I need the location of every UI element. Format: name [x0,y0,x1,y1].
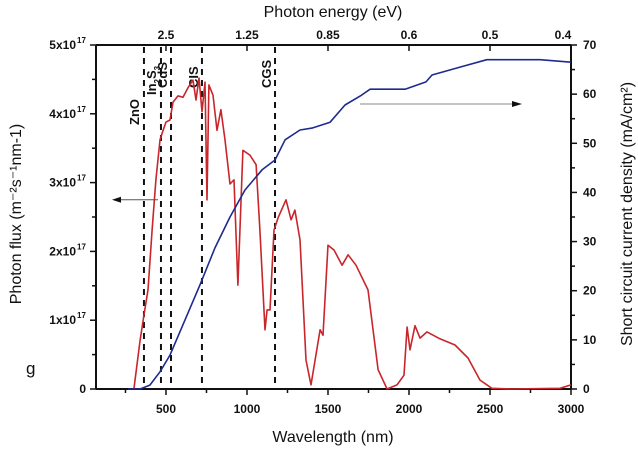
y-left-tick-exponent: 17 [77,36,86,45]
y-left-tick-exponent: 17 [77,174,86,183]
y-left-tick-label: 4x10 [49,107,76,121]
axes-frame [95,44,572,390]
y-right-tick-label: 60 [583,87,597,101]
y-right-tick-label: 40 [583,185,597,199]
right-arrow-head [512,100,522,107]
top-tick-label: 0.6 [401,28,418,42]
x-tick-label: 1000 [234,402,261,416]
current-density-line [128,58,572,390]
left-arrow-head [112,196,121,203]
y-left-tick-label: 5x10 [49,38,76,52]
left-axis-title: Photon flux (m⁻²s⁻¹nm-1) [8,124,25,304]
x-tick-label: 3000 [558,402,585,416]
band-edge-label: CdS [155,62,170,88]
photon-flux-line [133,77,572,390]
y-right-tick-label: 50 [583,136,597,150]
x-tick-label: 2500 [477,402,504,416]
top-tick-label: 0.85 [316,28,340,42]
x-axis-title: Wavelength (nm) [272,429,393,446]
y-left-tick-label: 2x10 [49,244,76,258]
top-tick-label: 0.5 [482,28,499,42]
top-tick-label: 0.4 [555,28,572,42]
x-tick-label: 1500 [315,402,342,416]
band-edge-label: ZnO [127,99,142,125]
right-axis-title: Short circuit current density (mA/cm²) [619,82,636,346]
band-edge-label: In2S3 [144,65,162,95]
y-left-tick-label: 3x10 [49,176,76,190]
axis-arrows [112,100,522,203]
y-left-tick-exponent: 17 [77,242,86,251]
top-axis-title: Photon energy (eV) [264,4,403,21]
y-right-tick-label: 70 [583,38,597,52]
series-layer [128,58,572,390]
panel-label: g [26,359,35,378]
y-left-tick-label: 1x10 [49,313,76,327]
y-left-tick-exponent: 17 [77,105,86,114]
y-right-tick-label: 0 [583,382,590,396]
top-tick-label: 2.5 [158,28,175,42]
band-edge-label: CIS [186,66,201,88]
y-right-tick-label: 20 [583,284,597,298]
y-right-tick-label: 30 [583,235,597,249]
x-tick-label: 500 [156,402,176,416]
y-left-tick-label: 0 [79,382,86,396]
band-edge-label: CGS [259,60,274,89]
x-tick-label: 2000 [396,402,423,416]
y-right-tick-label: 10 [583,333,597,347]
top-tick-label: 1.25 [235,28,259,42]
y-left-tick-exponent: 17 [77,311,86,320]
